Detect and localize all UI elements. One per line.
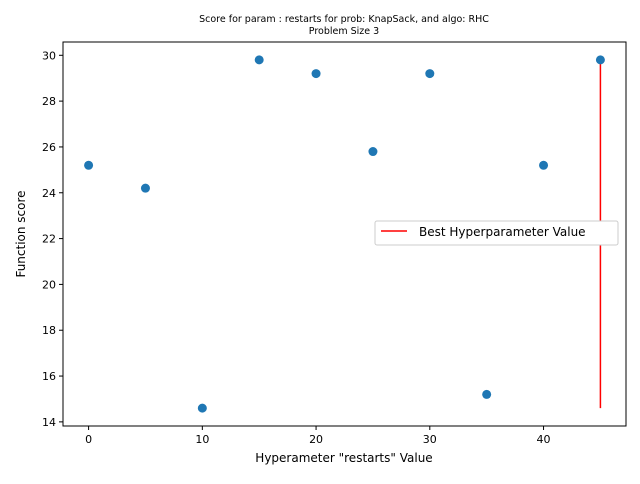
scatter-point [425,69,435,79]
chart-title-line-1: Score for param : restarts for prob: Kna… [199,14,489,25]
legend-box [374,220,619,246]
y-tick-label: 16 [42,370,56,383]
scatter-point [197,403,207,413]
x-tick-label: 20 [309,433,323,446]
y-tick-label: 18 [42,324,56,337]
y-axis-label: Function score [14,190,28,277]
y-tick-label: 24 [42,187,56,200]
legend: Best Hyperparameter Value [374,220,619,246]
x-axis-label: Hyperameter "restarts" Value [255,451,432,465]
chart-title-line-2: Problem Size 3 [309,26,379,37]
x-tick-label: 40 [537,433,551,446]
scatter-point [368,147,378,157]
scatter-point [482,389,492,399]
plot-frame [62,41,627,427]
x-tick-label: 10 [195,433,209,446]
y-tick-label: 20 [42,278,56,291]
scatter-point [84,160,94,170]
scatter-point [140,183,150,193]
scatter-point [311,69,321,79]
y-tick-label: 26 [42,141,56,154]
y-tick-label: 14 [42,416,56,429]
y-tick-label: 22 [42,233,56,246]
x-tick-label: 30 [423,433,437,446]
y-tick-label: 28 [42,95,56,108]
legend-label: Best Hyperparameter Value [419,225,586,239]
y-tick-label: 30 [42,49,56,62]
scatter-point [539,160,549,170]
scatter-point [595,55,605,65]
x-tick-label: 0 [85,433,92,446]
scatter-point [254,55,264,65]
